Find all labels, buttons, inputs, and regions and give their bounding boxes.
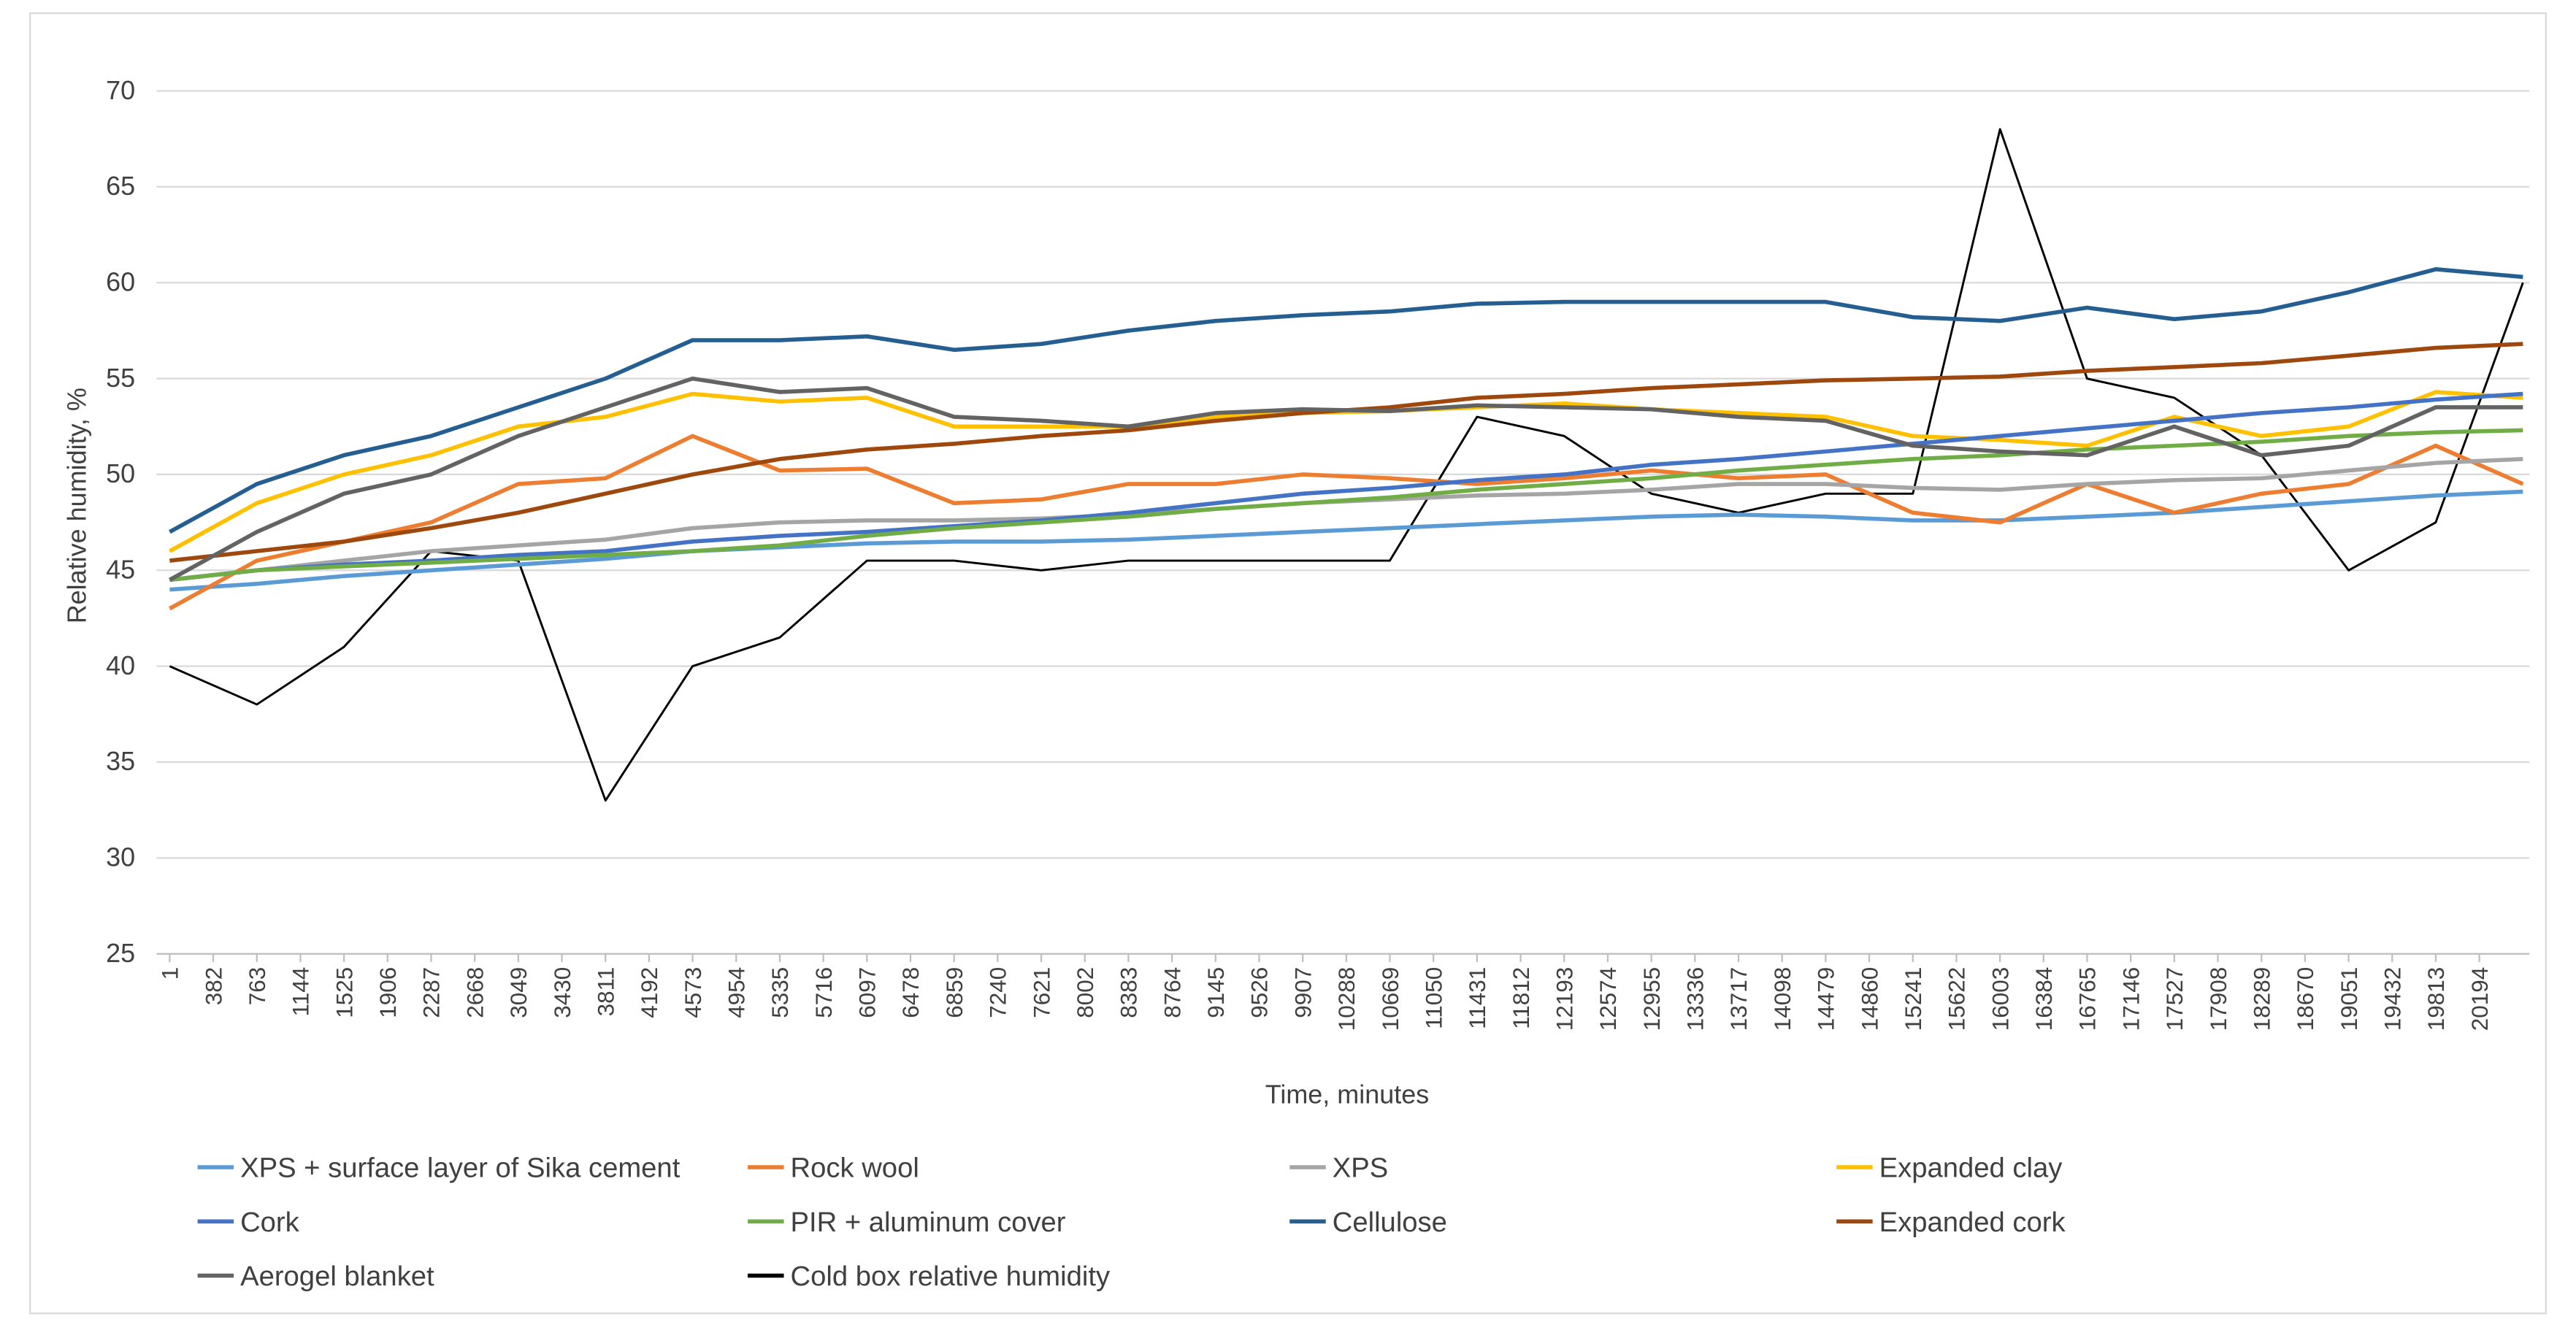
x-tick-label: 1 [158,967,183,980]
legend-label: Expanded clay [1879,1153,2063,1184]
x-tick-label: 8002 [1073,967,1098,1018]
x-tick-label: 18670 [2293,967,2318,1031]
x-tick-label: 12955 [1639,967,1665,1031]
x-tick-label: 12574 [1595,967,1621,1031]
y-tick-label: 70 [106,75,135,105]
y-tick-label: 50 [106,458,135,488]
x-tick-label: 8764 [1159,967,1185,1018]
x-tick-label: 382 [201,967,226,1006]
legend-label: Cork [240,1207,300,1238]
x-tick-label: 1906 [375,967,401,1018]
x-tick-label: 20194 [2467,967,2493,1031]
chart-border [29,12,2547,1315]
x-tick-label: 3430 [550,967,575,1018]
y-tick-label: 40 [106,650,135,680]
x-tick-label: 12193 [1552,967,1578,1031]
x-tick-label: 19051 [2337,967,2362,1031]
y-tick-label: 45 [106,555,135,585]
series-line [169,391,2523,583]
legend-label: Cold box relative humidity [791,1261,1111,1292]
legend-label: Rock wool [791,1153,919,1184]
x-tick-label: 19432 [2380,967,2406,1031]
x-tick-label: 16003 [1987,967,2013,1031]
x-tick-label: 1144 [288,967,314,1017]
x-tick-label: 16765 [2075,967,2101,1031]
y-tick-label: 25 [106,938,135,968]
legend-label: Aerogel blanket [240,1261,434,1292]
x-tick-label: 11431 [1465,967,1490,1029]
y-tick-label: 65 [106,171,135,201]
series-line [169,128,2524,802]
x-tick-label: 4192 [637,967,662,1018]
x-tick-label: 10288 [1334,967,1360,1031]
x-tick-label: 14860 [1857,967,1882,1031]
legend-label: Cellulose [1333,1207,1447,1238]
x-tick-label: 763 [245,967,270,1006]
x-tick-label: 6859 [942,967,967,1018]
x-tick-label: 13336 [1683,967,1709,1031]
x-tick-label: 7240 [986,967,1011,1018]
x-tick-label: 5716 [811,967,837,1018]
x-tick-label: 4954 [724,967,750,1018]
series-line [169,428,2523,583]
series-line [169,376,2523,582]
x-axis-title: Time, minutes [1265,1079,1430,1109]
y-tick-label: 30 [106,842,135,872]
x-tick-label: 5335 [767,967,793,1018]
legend-label: PIR + aluminum cover [791,1207,1066,1238]
x-tick-label: 16384 [2031,967,2057,1031]
series-line [169,267,2523,534]
x-tick-label: 15241 [1901,967,1926,1031]
y-axis-title: Relative humidity, % [62,388,92,623]
x-tick-label: 9526 [1247,967,1273,1018]
series-line [169,489,2523,592]
x-tick-label: 3811 [593,967,618,1017]
x-tick-label: 14098 [1770,967,1795,1031]
x-tick-label: 9907 [1290,967,1316,1018]
x-tick-label: 4573 [681,967,706,1018]
x-tick-label: 2668 [462,967,488,1018]
x-tick-label: 2287 [419,967,445,1018]
x-tick-label: 17527 [2162,967,2188,1031]
x-tick-label: 7621 [1029,967,1054,1018]
x-tick-label: 18289 [2249,967,2274,1031]
x-tick-label: 9145 [1203,967,1229,1018]
x-tick-label: 3049 [506,967,532,1018]
x-tick-label: 17146 [2118,967,2144,1031]
y-tick-label: 55 [106,363,135,393]
x-tick-label: 6097 [855,967,881,1018]
x-tick-label: 11050 [1421,967,1446,1029]
x-tick-label: 13717 [1726,967,1752,1031]
y-tick-label: 60 [106,266,135,296]
legend-label: XPS [1333,1153,1388,1184]
x-tick-label: 1525 [331,967,357,1018]
x-tick-label: 6478 [898,967,924,1018]
x-tick-label: 14479 [1814,967,1839,1031]
x-tick-label: 11812 [1509,967,1534,1029]
x-tick-label: 19813 [2423,967,2449,1031]
y-tick-label: 35 [106,746,135,776]
x-tick-label: 8383 [1116,967,1142,1018]
series-line [169,434,2524,611]
x-tick-label: 17908 [2206,967,2231,1031]
legend-label: XPS + surface layer of Sika cement [240,1153,681,1184]
x-tick-label: 15622 [1944,967,1970,1031]
x-tick-label: 10669 [1378,967,1403,1031]
legend-label: Expanded cork [1879,1207,2066,1238]
